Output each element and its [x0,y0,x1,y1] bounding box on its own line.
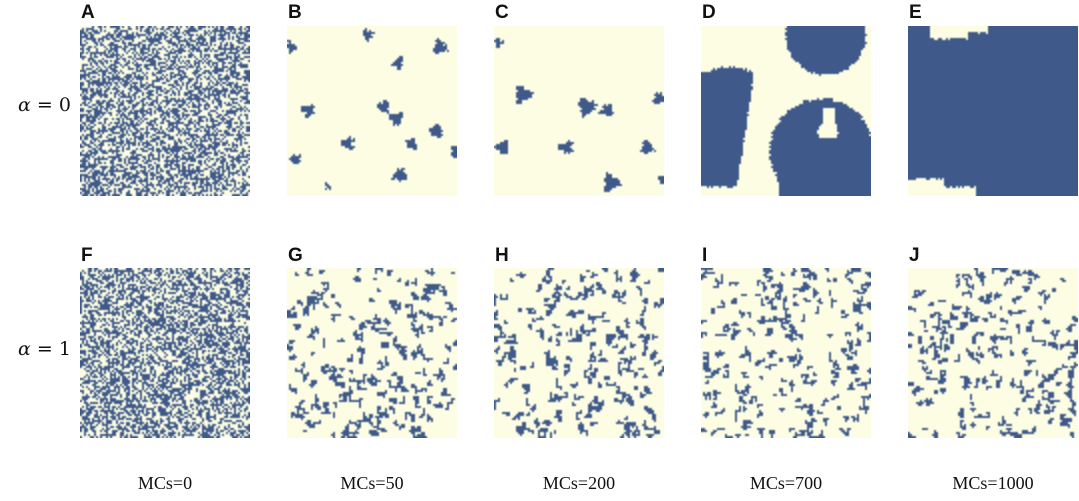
panel-letter-i: I [702,245,708,266]
lattice-panel-d [701,26,871,196]
row-label-alpha-0: α = 0 [18,96,71,115]
panel-letter-j: J [909,245,920,266]
row-label-alpha-1: α = 1 [18,340,71,359]
lattice-panel-j [908,268,1078,438]
lattice-panel-b [287,26,457,196]
alpha-symbol: α [18,338,31,360]
panel-letter-g: G [288,245,303,266]
alpha-value: = 0 [30,94,71,116]
lattice-panel-c [494,26,664,196]
lattice-panel-f [80,268,250,438]
panel-letter-f: F [81,245,93,266]
lattice-panel-i [701,268,871,438]
lattice-panel-e [908,26,1078,196]
column-label-mcs-700: MCs=700 [749,473,823,493]
panel-letter-a: A [81,2,95,23]
panel-letter-h: H [495,245,509,266]
lattice-panel-a [80,26,250,196]
lattice-panel-h [494,268,664,438]
column-label-mcs-200: MCs=200 [542,473,616,493]
panel-letter-c: C [495,2,509,23]
panel-letter-b: B [288,2,302,23]
panel-letter-e: E [909,2,922,23]
column-label-mcs-1000: MCs=1000 [952,473,1034,493]
alpha-value: = 1 [30,338,71,360]
lattice-panel-g [287,268,457,438]
column-label-mcs-0: MCs=0 [137,473,193,493]
alpha-symbol: α [18,94,31,116]
panel-letter-d: D [702,2,716,23]
column-label-mcs-50: MCs=50 [340,473,404,493]
